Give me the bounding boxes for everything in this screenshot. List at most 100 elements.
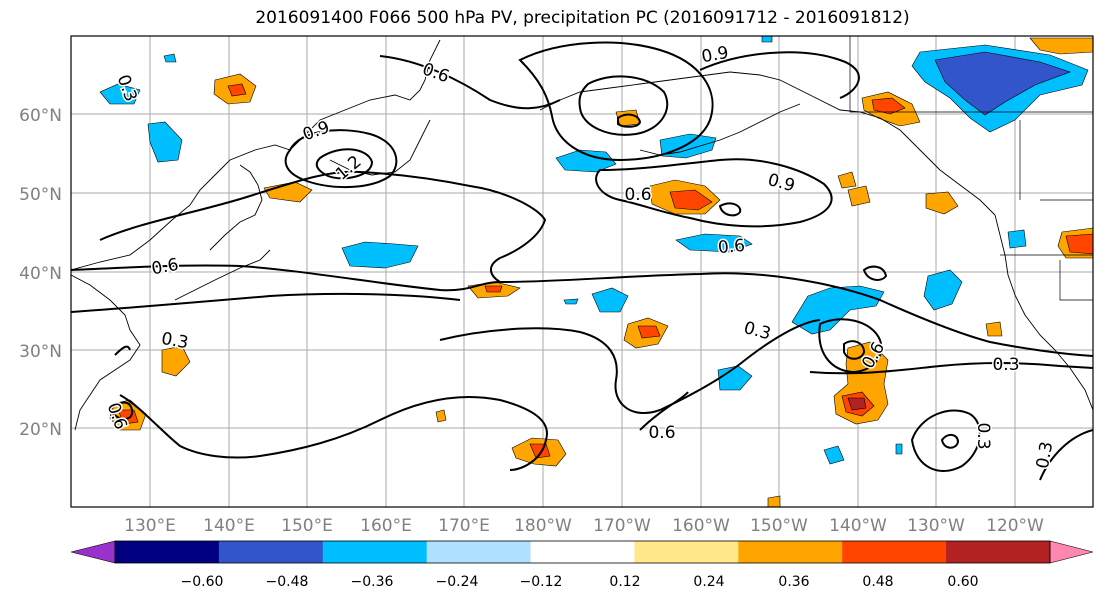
precip-blob-neg-130e (147, 121, 183, 163)
colorbar-swatch (426, 541, 532, 563)
pv-contour-0.6-south (119, 394, 548, 471)
colorbar-swatch (322, 541, 428, 563)
latitude-label: 40°N (19, 264, 62, 284)
contour-label: 0.6 (150, 255, 180, 279)
colorbar-tick-label: −0.36 (351, 574, 394, 590)
longitude-label: 170°W (593, 516, 651, 536)
colorbar-frame (114, 540, 1051, 564)
precip-blob-pos-tiny-3 (767, 495, 781, 507)
colorbar-tick-label: −0.60 (181, 574, 224, 590)
pv-contour-small-0.9 (718, 202, 742, 217)
longitude-label: 130°E (124, 516, 176, 536)
colorbar-tick-labels: −0.60 −0.48 −0.36 −0.24 −0.12 0.12 0.24 0.36 0.4… (181, 574, 979, 590)
precip-blob-neg-small (563, 298, 579, 305)
border-states (1059, 260, 1093, 301)
colorbar-tick-label: −0.24 (436, 574, 479, 590)
pv-contour-0.3-mid (439, 319, 821, 415)
colorbar-tick-label: 0.60 (947, 574, 978, 590)
longitude-labels: 130°E 140°E 150°E 160°E 170°E 180°W 170°W 160°W… (124, 516, 1044, 536)
pv-contour-small-sw (108, 401, 134, 420)
colorbar-tick-label: −0.12 (520, 574, 563, 590)
colorbar-swatch (115, 541, 220, 563)
contour-label: 0.3 (160, 329, 190, 353)
pv-contours (71, 41, 1093, 481)
colorbar-swatch (634, 541, 739, 563)
contour-label: 0.3 (992, 355, 1019, 375)
pv-contour-0.9-alaska (699, 51, 860, 99)
latitude-label: 50°N (19, 185, 62, 205)
precip-blob-pos-tiny-2 (985, 321, 1003, 337)
pv-contour-0.3-west (71, 292, 461, 313)
precip-blob-pos-ne (1029, 37, 1093, 55)
precip-blob-neg-168w (591, 287, 629, 313)
precip-shading (99, 36, 1093, 507)
longitude-label: 140°E (203, 516, 255, 536)
gridlines (71, 36, 1093, 507)
colorbar-swatch (738, 541, 843, 563)
precip-blob-pos-rockies-core (1065, 233, 1093, 255)
longitude-label: 150°W (750, 516, 808, 536)
pv-contour-0.9 (284, 129, 398, 188)
colorbar (70, 540, 1094, 564)
precip-blob-pos-145w (837, 171, 857, 189)
precip-blob-neg-pnw (1007, 229, 1027, 249)
pv-contour-fragment-w (114, 345, 131, 356)
pv-contour-0.6-north (379, 55, 561, 110)
pv-contour-0.6-gulf (595, 158, 833, 228)
precip-blob-neg-tiny-2 (895, 443, 903, 455)
precip-blob-neg-155w (717, 365, 753, 391)
coast-china (71, 274, 141, 431)
contour-label: 0.6 (648, 423, 675, 443)
precip-blob-neg-aleutian (659, 133, 717, 159)
precip-blob-pos-160w-core (669, 189, 713, 211)
contour-label: 0.6 (717, 236, 746, 258)
longitude-label: 140°W (829, 516, 887, 536)
precip-blob-pos-180-15n-core (529, 443, 551, 459)
pv-contour-0.6-fragment (639, 391, 689, 431)
pv-contour-1.2 (315, 148, 374, 180)
colorbar-extend-min (70, 540, 116, 564)
colorbar-tick-label: 0.36 (778, 574, 809, 590)
precip-blob-pos-dateline-core (484, 285, 503, 293)
coast-west-us (994, 214, 1093, 411)
latitude-label: 60°N (19, 106, 62, 126)
precip-blob-neg-canada-core (934, 51, 1071, 116)
longitude-label: 150°E (281, 516, 333, 536)
latitude-label: 30°N (19, 342, 62, 362)
contour-label: 0.6 (624, 185, 651, 205)
coast-japan (209, 164, 263, 251)
precip-blob-neg-tiny-3 (163, 53, 177, 63)
colorbar-swatch (946, 541, 1051, 563)
pv-contour-0.6-main (71, 264, 1093, 357)
precip-blob-pos-163w-core (637, 325, 661, 339)
precip-blob-neg-165w (555, 149, 617, 173)
map-title: 2016091400 F066 500 hPa PV, precipitatio… (255, 8, 910, 28)
precip-blob-pos-140e-core (227, 83, 247, 97)
precip-blob-neg-140w (791, 285, 885, 335)
pv-contour-0.3-se (1039, 429, 1093, 481)
colorbar-tick-label: −0.48 (266, 574, 309, 590)
contour-label: 0.3 (973, 422, 993, 449)
longitude-label: 160°E (360, 516, 412, 536)
coast-japan-south (174, 249, 271, 301)
pv-contour-small-east (940, 434, 960, 449)
pv-contour-small-north-hawaii (862, 265, 888, 281)
longitude-label: 130°W (907, 516, 965, 536)
precip-blob-pos-hawaii-ne-peak (847, 397, 867, 411)
precip-blob-neg-tiny-1 (823, 445, 845, 465)
longitude-label: 120°W (986, 516, 1044, 536)
pv-contour-0.9-bering (518, 41, 714, 162)
colorbar-swatch (842, 541, 947, 563)
pv-contour-1.2-bering (578, 75, 669, 136)
coastlines (71, 36, 1093, 431)
latitude-labels: 20°N 30°N 40°N 50°N 60°N (19, 106, 62, 440)
precip-blob-pos-133e (161, 345, 191, 377)
precip-blob-neg-nw (99, 83, 141, 105)
coast-kamchatka (329, 119, 431, 176)
pv-contour-0.6-nw (99, 170, 547, 283)
longitude-label: 170°E (438, 516, 490, 536)
pv-contour-0.3-east-ring (910, 409, 981, 472)
colorbar-tick-label: 0.12 (609, 574, 640, 590)
coast-alaska (539, 71, 996, 216)
